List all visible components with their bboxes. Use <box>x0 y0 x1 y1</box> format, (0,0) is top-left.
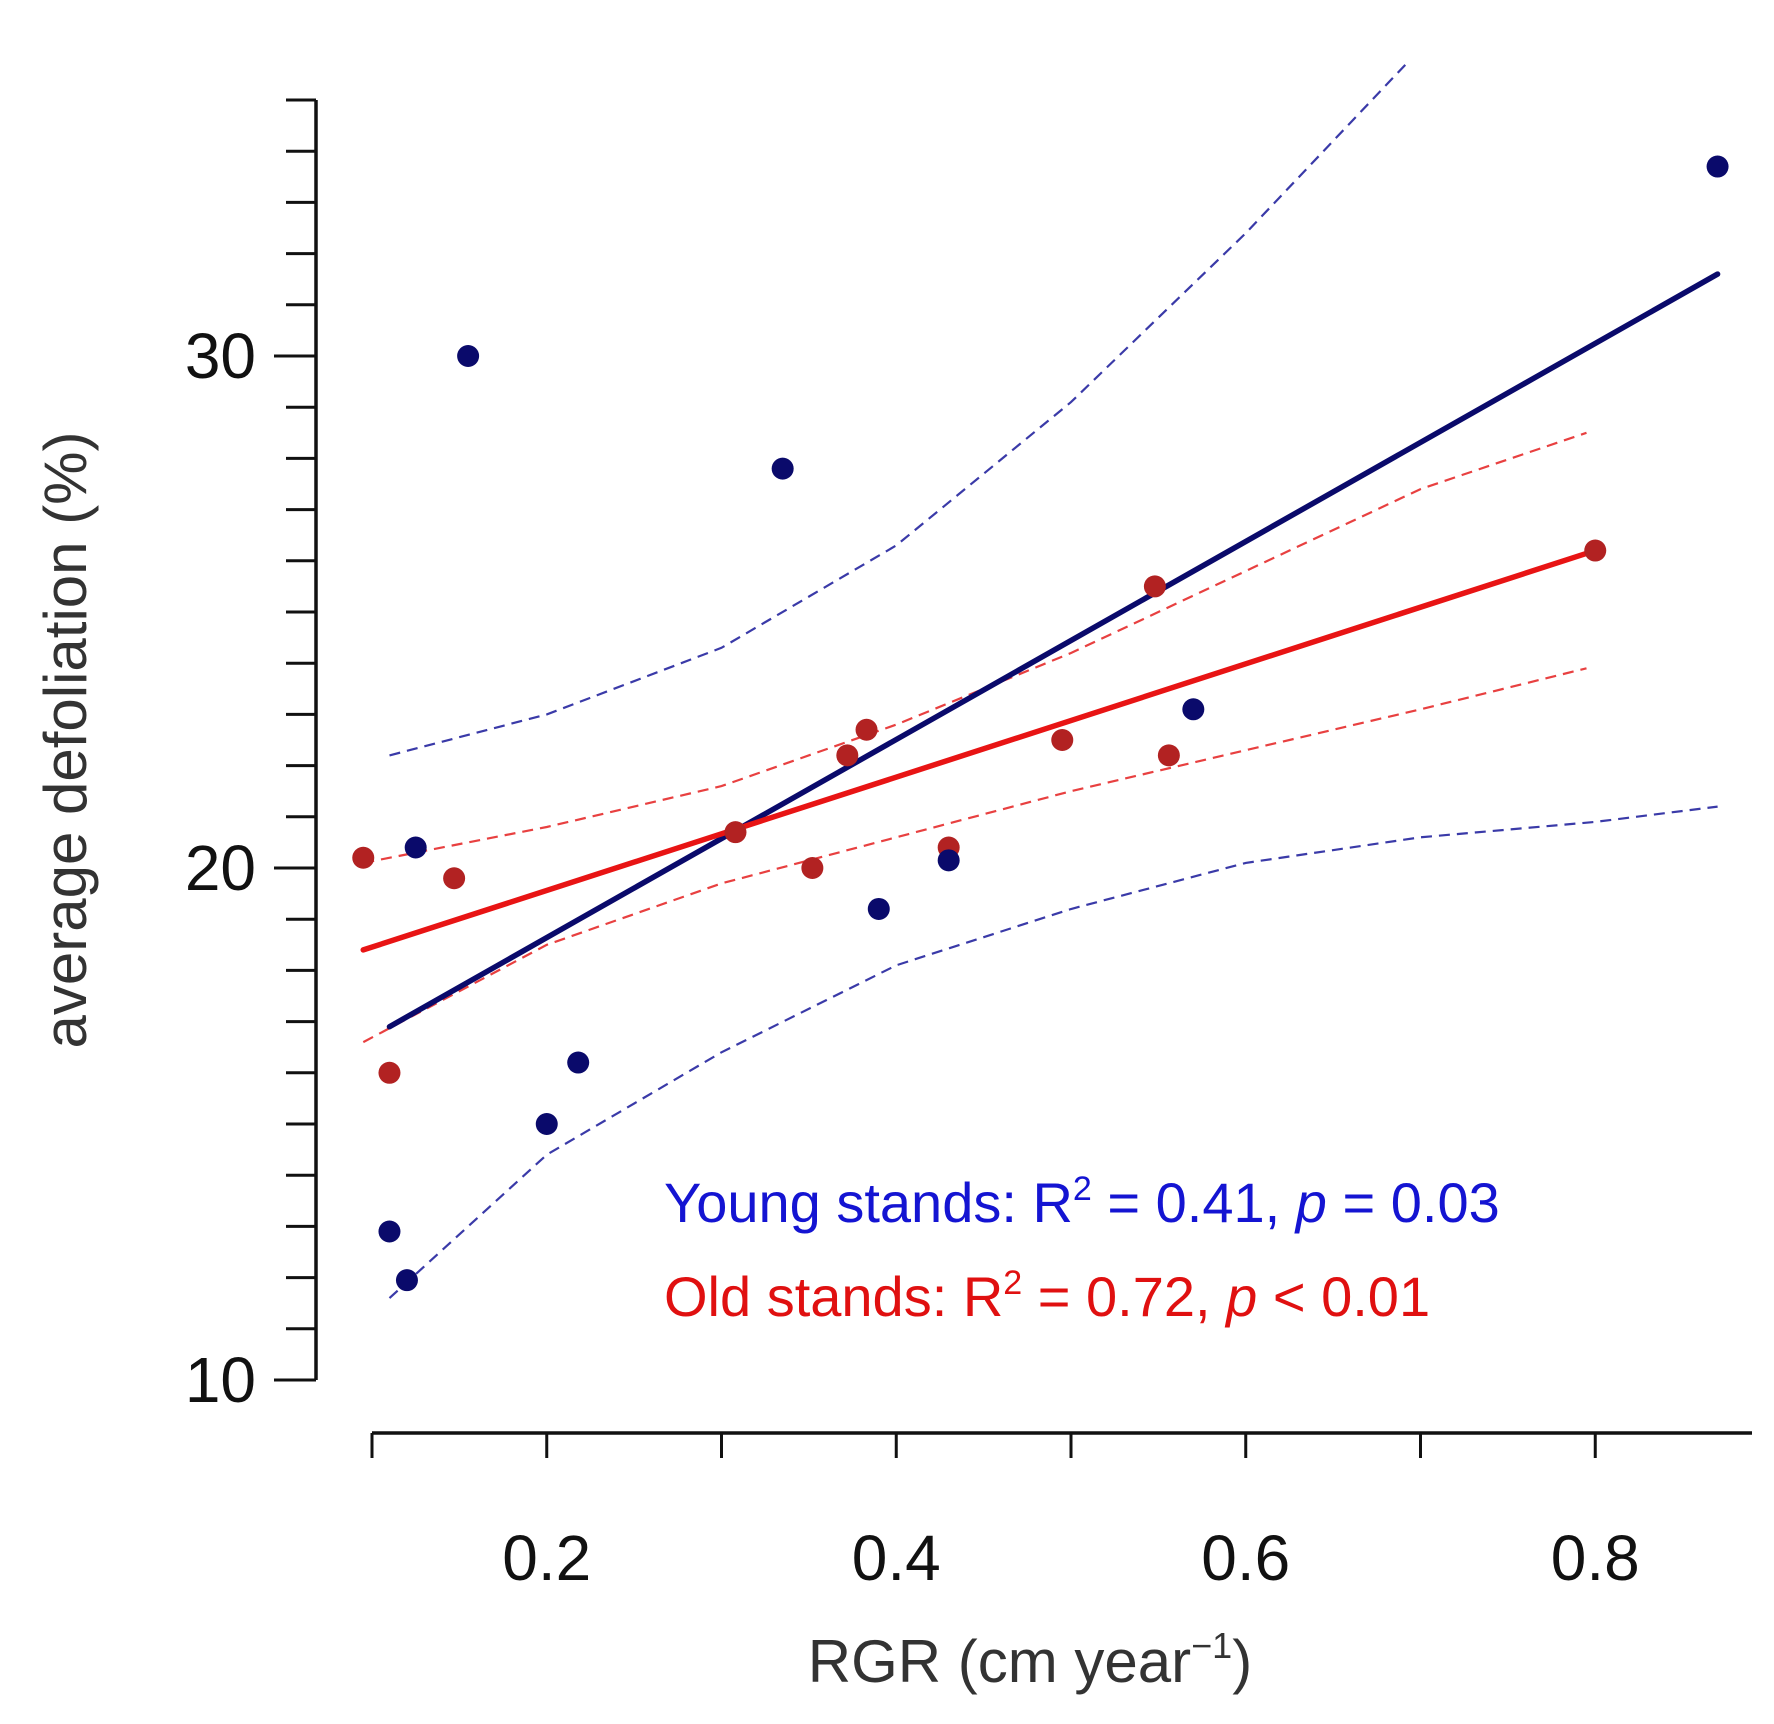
confidence-bands <box>362 63 1718 1299</box>
y-tick-label: 10 <box>185 1344 256 1416</box>
point-young <box>1182 698 1205 721</box>
point-young <box>404 836 427 859</box>
fit-line-young <box>386 271 1721 1030</box>
point-young <box>937 849 960 872</box>
x-axis-title-main: RGR (cm year <box>808 1628 1191 1695</box>
y-axis-title: average defoliation (%) <box>32 431 99 1048</box>
point-old <box>836 744 859 767</box>
annotation-young-sup: 2 <box>1073 1170 1092 1208</box>
y-axis: 10 20 30 <box>185 98 318 1416</box>
x-axis-title-close: ) <box>1232 1628 1252 1695</box>
annotation-young-label: Young stands: R <box>664 1171 1073 1234</box>
point-young <box>867 897 890 920</box>
annotation-young-eq: = 0.41, <box>1092 1171 1296 1234</box>
point-old <box>801 857 824 879</box>
point-old <box>1143 575 1166 598</box>
annotation-young-p: p <box>1294 1171 1327 1234</box>
annotation-old-sup: 2 <box>1003 1264 1022 1302</box>
x-tick-label: 0.4 <box>852 1522 941 1594</box>
x-axis: 0.2 0.4 0.6 0.8 <box>370 1431 1752 1594</box>
point-old <box>855 718 878 741</box>
point-young <box>395 1269 418 1292</box>
point-old <box>1051 729 1074 751</box>
y-tick-label: 20 <box>185 832 256 904</box>
annotation-old-eq: = 0.72, <box>1022 1265 1226 1328</box>
point-old <box>1584 539 1607 562</box>
ci-lower-young <box>388 805 1718 1299</box>
point-old <box>378 1061 401 1084</box>
point-young <box>535 1113 558 1135</box>
x-tick-label: 0.8 <box>1551 1522 1640 1594</box>
y-tick-label: 30 <box>185 320 256 392</box>
point-old <box>443 867 466 890</box>
point-young <box>771 457 794 480</box>
point-old <box>1157 744 1180 767</box>
annotation-old: Old stands: R2 = 0.72, p < 0.01 <box>664 1264 1430 1328</box>
ci-upper-old <box>363 431 1587 864</box>
annotation-old-stat: < 0.01 <box>1257 1265 1430 1328</box>
x-tick-label: 0.6 <box>1201 1522 1290 1594</box>
annotation-young-stat: = 0.03 <box>1327 1171 1500 1234</box>
point-young <box>457 345 480 367</box>
point-old <box>724 821 747 844</box>
x-tick-label: 0.2 <box>502 1522 591 1594</box>
point-young <box>378 1220 401 1243</box>
ci-upper-young <box>389 63 1407 757</box>
x-axis-title-superscript: −1 <box>1191 1625 1232 1666</box>
point-young <box>567 1051 590 1074</box>
annotation-young: Young stands: R2 = 0.41, p = 0.03 <box>664 1170 1500 1234</box>
x-axis-title: RGR (cm year−1) <box>808 1625 1252 1695</box>
fit-line-old <box>360 547 1598 953</box>
ci-lower-old <box>362 667 1587 1044</box>
point-old <box>352 846 375 869</box>
data-points <box>352 155 1729 1292</box>
point-young <box>1706 155 1729 178</box>
annotation-old-p: p <box>1224 1265 1257 1328</box>
regression-lines <box>360 271 1721 1030</box>
annotation-old-label: Old stands: R <box>664 1265 1003 1328</box>
